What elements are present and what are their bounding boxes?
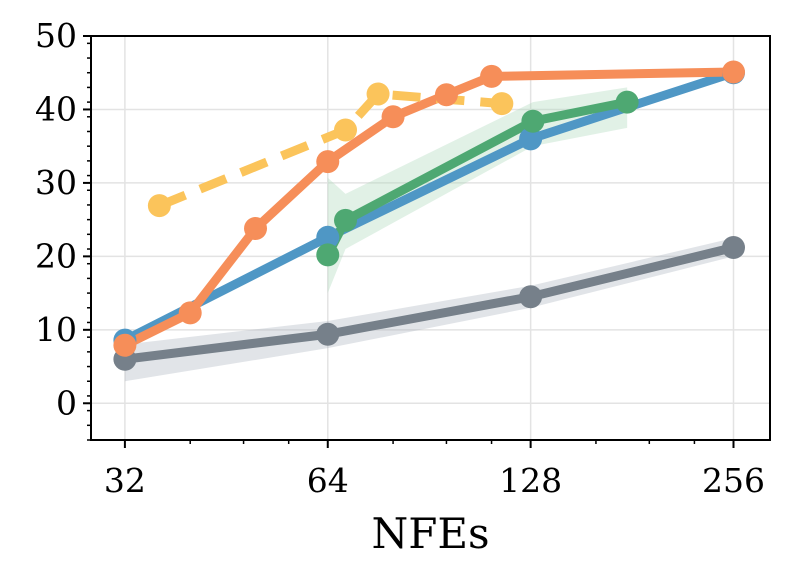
orange-point bbox=[244, 216, 268, 240]
orange-point bbox=[381, 105, 405, 129]
green-point bbox=[316, 243, 340, 267]
plot-frame bbox=[90, 35, 771, 441]
green-band bbox=[327, 87, 628, 294]
orange-point bbox=[480, 64, 504, 88]
y-tick-label: 10 bbox=[35, 310, 77, 349]
orange-point bbox=[178, 301, 202, 325]
axis-ticks: 32 64 128 256 0 10 20 30 40 50 bbox=[35, 16, 765, 500]
gray-point bbox=[722, 236, 746, 260]
blue-point bbox=[519, 127, 543, 151]
gray-line bbox=[120, 243, 739, 364]
y-tick-label: 20 bbox=[35, 236, 77, 275]
x-tick-label: 128 bbox=[499, 461, 562, 500]
yellow-dashed-point bbox=[490, 92, 514, 116]
yellow-dashed-point bbox=[147, 194, 171, 218]
green-point bbox=[615, 90, 639, 114]
y-tick-label: 30 bbox=[35, 163, 77, 202]
y-tick-label: 40 bbox=[35, 89, 77, 128]
x-tick-label: 64 bbox=[307, 461, 349, 500]
confidence-bands bbox=[124, 87, 734, 382]
gray-point bbox=[519, 285, 543, 309]
orange-point bbox=[434, 83, 458, 107]
green-point bbox=[334, 208, 358, 232]
yellow-dashed-point bbox=[366, 82, 390, 106]
orange-point bbox=[722, 60, 746, 84]
gray-point bbox=[316, 322, 340, 346]
y-tick-label: 50 bbox=[35, 16, 77, 55]
orange-point bbox=[316, 150, 340, 174]
data-points bbox=[113, 60, 746, 371]
orange-point bbox=[113, 333, 137, 357]
yellow-dashed-point bbox=[334, 118, 358, 142]
x-tick-label: 256 bbox=[702, 461, 765, 500]
x-axis-title: NFEs bbox=[371, 509, 489, 558]
blue-line bbox=[120, 68, 739, 345]
gray-band bbox=[124, 238, 734, 382]
green-point bbox=[521, 109, 545, 133]
blue-point bbox=[316, 225, 340, 249]
y-tick-label: 0 bbox=[56, 383, 77, 422]
series-lines bbox=[120, 67, 739, 364]
x-tick-label: 32 bbox=[104, 461, 146, 500]
